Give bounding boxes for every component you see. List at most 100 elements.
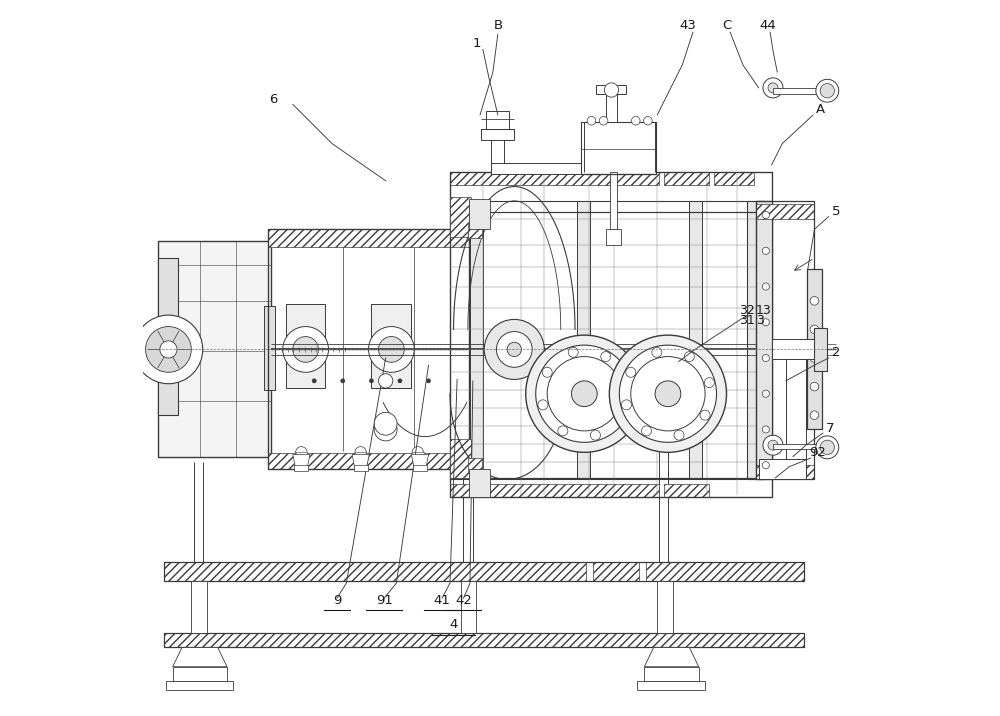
Bar [450, 173, 659, 185]
Circle shape [590, 430, 600, 440]
Circle shape [571, 381, 597, 407]
Circle shape [369, 326, 414, 372]
Bar [461, 581, 476, 633]
Bar [468, 223, 482, 238]
Circle shape [820, 440, 834, 455]
Bar [596, 85, 626, 94]
Text: 1: 1 [473, 37, 481, 50]
Circle shape [816, 436, 839, 459]
Polygon shape [411, 455, 429, 469]
Circle shape [599, 117, 608, 125]
Bar [191, 581, 207, 633]
Bar [756, 200, 814, 480]
Bar [606, 229, 621, 245]
Polygon shape [352, 455, 369, 469]
Text: 2: 2 [832, 346, 840, 359]
Polygon shape [293, 455, 310, 469]
Bar [268, 453, 469, 469]
Bar [469, 469, 490, 498]
Text: 5: 5 [832, 205, 840, 218]
Bar [164, 633, 804, 647]
Text: 9: 9 [333, 594, 341, 606]
Bar [593, 562, 639, 581]
Circle shape [412, 447, 424, 458]
Bar [786, 359, 806, 480]
Bar [264, 306, 275, 390]
Bar [158, 241, 271, 457]
Text: 13: 13 [756, 304, 772, 316]
Text: C: C [723, 19, 732, 32]
Circle shape [604, 83, 619, 97]
Circle shape [762, 211, 769, 218]
Bar [164, 562, 804, 581]
Circle shape [568, 347, 578, 357]
Bar [469, 199, 490, 229]
Text: 7: 7 [826, 422, 834, 435]
Bar [664, 485, 709, 498]
Bar [637, 681, 705, 690]
Bar [371, 304, 411, 388]
Bar [689, 200, 702, 480]
Circle shape [626, 367, 636, 377]
Circle shape [619, 345, 717, 442]
Bar [173, 667, 227, 681]
Circle shape [762, 354, 769, 362]
Circle shape [810, 296, 819, 305]
Circle shape [763, 78, 783, 98]
Bar [773, 444, 822, 450]
Circle shape [622, 400, 632, 410]
Text: 92: 92 [810, 446, 826, 459]
Bar [355, 453, 366, 462]
Circle shape [762, 247, 769, 254]
Text: 31: 31 [739, 314, 754, 327]
Text: 42: 42 [455, 594, 472, 606]
Circle shape [296, 447, 307, 458]
Circle shape [816, 79, 839, 102]
Bar [577, 200, 590, 480]
Bar [470, 200, 483, 480]
Circle shape [810, 325, 819, 334]
Circle shape [526, 335, 643, 453]
Bar [491, 163, 584, 174]
Circle shape [426, 379, 431, 383]
Bar [450, 485, 659, 498]
Circle shape [704, 377, 714, 387]
Bar [581, 122, 656, 174]
Text: 44: 44 [760, 19, 776, 32]
Bar [644, 667, 699, 681]
Circle shape [283, 326, 328, 372]
Polygon shape [644, 647, 699, 667]
Circle shape [621, 377, 631, 387]
Bar [158, 258, 178, 415]
Bar [606, 85, 617, 122]
Bar [664, 173, 709, 185]
Circle shape [674, 430, 684, 440]
Bar [747, 200, 764, 480]
Bar [646, 562, 804, 581]
Circle shape [700, 410, 710, 420]
Circle shape [762, 319, 769, 326]
Text: 3: 3 [756, 314, 764, 327]
Circle shape [312, 379, 316, 383]
Circle shape [374, 418, 397, 441]
Circle shape [810, 382, 819, 391]
Bar [610, 173, 617, 229]
Text: 41: 41 [434, 594, 451, 606]
Bar [714, 173, 754, 185]
Bar [294, 465, 308, 471]
Text: 43: 43 [680, 19, 696, 32]
Text: 6: 6 [269, 93, 278, 106]
Circle shape [484, 319, 544, 379]
Circle shape [762, 462, 769, 469]
Circle shape [810, 411, 819, 420]
Circle shape [820, 84, 834, 98]
Text: 32: 32 [739, 304, 754, 316]
Bar [759, 460, 806, 480]
Bar [807, 268, 822, 430]
Circle shape [762, 390, 769, 397]
Circle shape [146, 326, 191, 372]
Polygon shape [173, 647, 227, 667]
Circle shape [631, 117, 640, 125]
Bar [286, 304, 325, 388]
Text: A: A [816, 103, 825, 116]
